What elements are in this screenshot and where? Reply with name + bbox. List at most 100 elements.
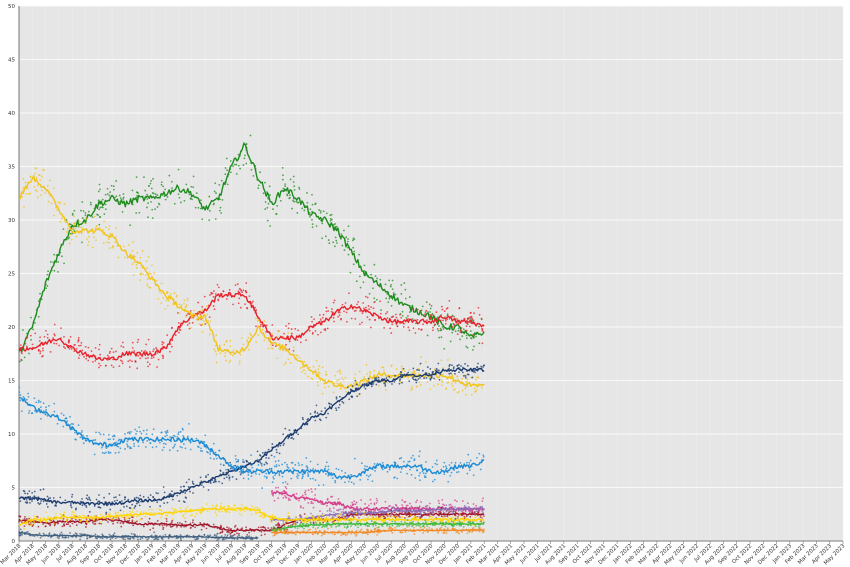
poll-point xyxy=(284,183,287,185)
poll-point xyxy=(108,247,111,250)
poll-point xyxy=(364,387,367,390)
poll-point xyxy=(438,325,440,327)
poll-point xyxy=(271,513,274,516)
poll-point xyxy=(368,513,371,516)
poll-point xyxy=(434,323,436,326)
poll-point xyxy=(246,468,249,471)
poll-point xyxy=(418,474,421,477)
poll-point xyxy=(212,442,215,445)
poll-point xyxy=(312,372,314,375)
poll-point xyxy=(294,463,297,466)
poll-point xyxy=(140,517,143,520)
poll-point xyxy=(99,188,101,191)
poll-point xyxy=(109,232,112,235)
poll-point xyxy=(92,439,95,442)
poll-point xyxy=(62,345,65,348)
poll-point xyxy=(424,511,426,514)
poll-point xyxy=(71,493,74,496)
poll-point xyxy=(192,175,195,178)
poll-point xyxy=(273,455,276,458)
poll-point xyxy=(454,381,457,384)
poll-point xyxy=(449,474,452,477)
poll-point xyxy=(45,406,47,409)
poll-point xyxy=(416,308,419,311)
poll-point xyxy=(354,503,357,506)
poll-point xyxy=(129,359,131,362)
poll-point xyxy=(443,347,446,350)
poll-point xyxy=(147,357,149,359)
poll-point xyxy=(307,502,310,504)
poll-point xyxy=(332,391,335,394)
poll-point xyxy=(337,468,340,471)
poll-point xyxy=(142,265,145,267)
poll-point xyxy=(64,347,67,350)
poll-point xyxy=(352,382,355,384)
poll-point xyxy=(46,495,49,498)
poll-point xyxy=(324,329,327,332)
poll-point xyxy=(87,244,89,247)
poll-point xyxy=(423,526,426,529)
poll-point xyxy=(403,501,406,503)
poll-point xyxy=(277,522,280,525)
poll-point xyxy=(146,439,149,442)
poll-point xyxy=(255,473,257,475)
poll-point xyxy=(316,384,319,387)
poll-point xyxy=(426,319,428,322)
poll-point xyxy=(171,187,173,190)
poll-point xyxy=(227,468,229,471)
poll-point xyxy=(65,523,68,526)
poll-point xyxy=(103,213,106,215)
poll-point xyxy=(302,418,304,421)
poll-point xyxy=(171,513,174,516)
poll-point xyxy=(370,306,372,309)
poll-point xyxy=(331,495,334,498)
poll-point xyxy=(189,448,192,451)
poll-point xyxy=(49,523,52,526)
poll-point xyxy=(408,369,411,371)
poll-point xyxy=(224,352,227,354)
poll-point xyxy=(185,304,188,306)
poll-point xyxy=(146,429,148,432)
poll-point xyxy=(307,489,310,492)
poll-point xyxy=(94,360,97,362)
poll-point xyxy=(201,305,204,308)
poll-point xyxy=(63,336,65,338)
poll-point xyxy=(362,514,365,516)
poll-point xyxy=(370,385,373,388)
poll-point xyxy=(295,200,298,203)
poll-point xyxy=(53,402,56,405)
poll-point xyxy=(303,369,305,371)
poll-point xyxy=(393,380,396,383)
poll-point xyxy=(207,489,210,491)
poll-point xyxy=(305,339,308,342)
poll-point xyxy=(18,386,21,389)
poll-point xyxy=(448,317,451,320)
poll-point xyxy=(172,518,174,520)
poll-point xyxy=(194,526,197,529)
poll-point xyxy=(186,324,189,326)
poll-point xyxy=(311,332,314,335)
poll-point xyxy=(345,515,348,518)
poll-point xyxy=(21,533,23,536)
poll-point xyxy=(376,533,378,536)
poll-point xyxy=(217,299,220,302)
poll-point xyxy=(219,469,222,472)
poll-point xyxy=(367,504,370,507)
poll-point xyxy=(251,302,253,304)
poll-point xyxy=(23,525,26,528)
poll-point xyxy=(386,311,389,313)
poll-point xyxy=(136,510,139,513)
poll-point xyxy=(459,461,462,464)
poll-point xyxy=(319,210,322,212)
poll-point xyxy=(454,511,457,513)
poll-point xyxy=(269,194,271,196)
poll-point xyxy=(40,189,43,192)
poll-point xyxy=(215,457,218,460)
poll-point xyxy=(401,373,404,376)
poll-point xyxy=(303,513,306,515)
poll-point xyxy=(39,352,42,355)
poll-point xyxy=(74,518,77,521)
poll-point xyxy=(215,514,218,517)
poll-point xyxy=(464,375,467,377)
poll-point xyxy=(68,223,71,226)
